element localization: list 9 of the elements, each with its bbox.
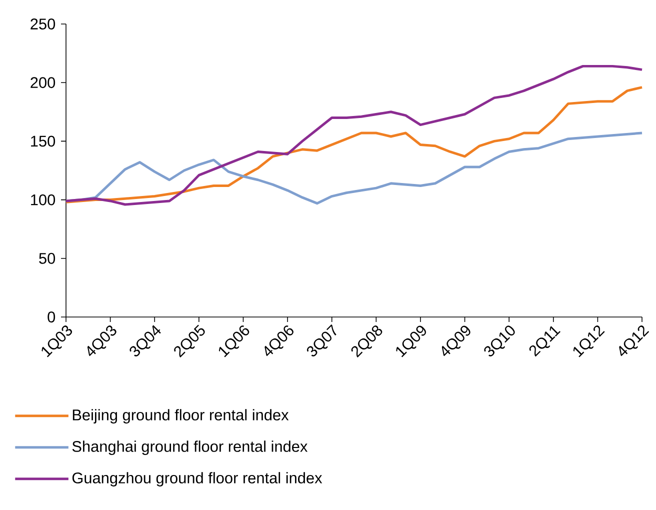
- legend-label: Shanghai ground floor rental index: [72, 440, 308, 455]
- y-tick-label: 200: [30, 77, 56, 88]
- y-tick-label: 100: [31, 194, 56, 206]
- y-tick-label: 50: [39, 252, 56, 264]
- legend-label: Beijing ground floor rental index: [72, 409, 289, 424]
- y-tick-label: 0: [48, 312, 56, 322]
- legend-label: Guangzhou ground floor rental index: [72, 472, 322, 486]
- y-tick-label: 150: [31, 136, 56, 147]
- y-tick-label: 250: [30, 18, 56, 30]
